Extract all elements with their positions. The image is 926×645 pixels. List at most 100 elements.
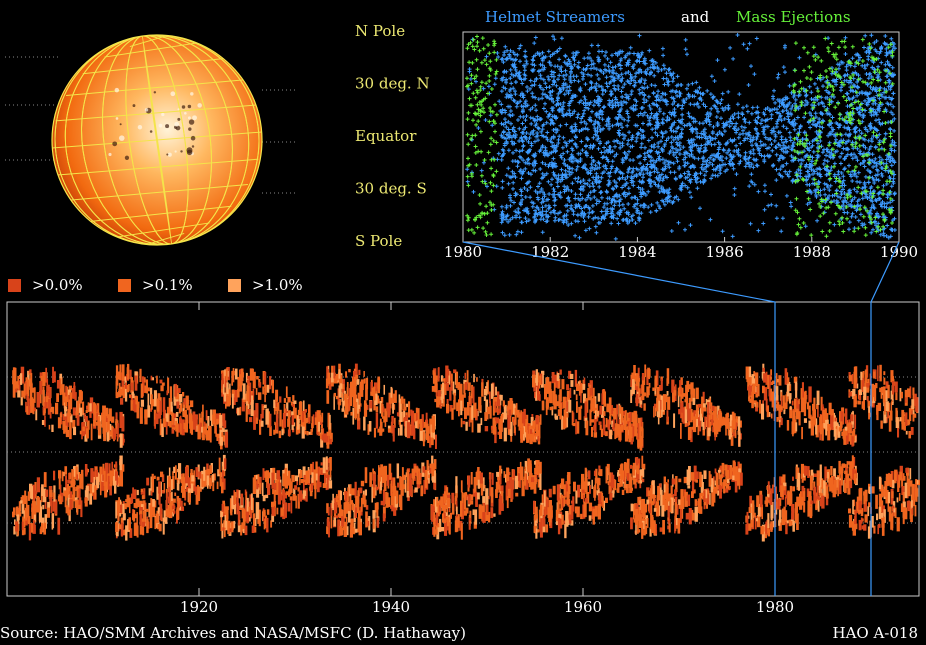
butterfly-streak bbox=[80, 500, 83, 518]
butterfly-streak bbox=[87, 402, 90, 413]
butterfly-streak bbox=[898, 475, 901, 488]
butterfly-streak bbox=[686, 380, 690, 392]
butterfly-streak bbox=[723, 481, 726, 494]
butterfly-streak bbox=[882, 489, 885, 496]
butterfly-streak bbox=[262, 512, 266, 517]
butterfly-streak bbox=[691, 426, 695, 430]
butterfly-streak bbox=[353, 376, 357, 394]
butterfly-streak bbox=[725, 488, 729, 493]
sun-spot bbox=[187, 116, 191, 120]
butterfly-streak bbox=[497, 477, 501, 490]
butterfly-streak bbox=[813, 486, 816, 504]
butterfly-streak bbox=[290, 401, 294, 406]
butterfly-streak bbox=[364, 467, 368, 484]
butterfly-streak bbox=[46, 378, 49, 386]
butterfly-streak bbox=[899, 417, 902, 422]
butterfly-streak bbox=[717, 490, 720, 496]
butterfly-streak bbox=[436, 396, 440, 408]
butterfly-streak bbox=[789, 406, 792, 410]
butterfly-streak bbox=[61, 384, 65, 395]
butterfly-streak bbox=[308, 431, 312, 435]
butterfly-streak bbox=[305, 409, 308, 413]
butterfly-streak bbox=[691, 479, 695, 494]
butterfly-streak bbox=[29, 369, 32, 374]
butterfly-streak bbox=[337, 377, 340, 383]
butterfly-streak bbox=[916, 480, 919, 485]
butterfly-streak bbox=[140, 383, 144, 398]
butterfly-streak bbox=[594, 484, 596, 501]
butterfly-streak bbox=[375, 486, 379, 491]
butterfly-streak bbox=[296, 477, 299, 486]
butterfly-streak bbox=[182, 410, 184, 417]
butterfly-streak bbox=[800, 388, 803, 400]
butterfly-streak bbox=[842, 428, 845, 439]
butterfly-streak bbox=[67, 409, 71, 423]
butterfly-streak bbox=[357, 392, 360, 399]
butterfly-streak bbox=[47, 397, 52, 415]
butterfly-streak bbox=[521, 426, 525, 434]
butterfly-streak bbox=[538, 509, 541, 523]
x-tick-label: 1980 bbox=[444, 243, 482, 261]
butterfly-streak bbox=[808, 491, 812, 507]
butterfly-streak bbox=[44, 402, 48, 409]
butterfly-streak bbox=[139, 507, 143, 511]
butterfly-streak bbox=[619, 480, 621, 488]
butterfly-streak bbox=[908, 408, 912, 421]
sun-spot bbox=[192, 115, 197, 121]
butterfly-streak bbox=[377, 428, 381, 433]
butterfly-streak bbox=[20, 366, 25, 384]
butterfly-streak bbox=[163, 483, 166, 493]
butterfly-streak bbox=[292, 403, 295, 417]
butterfly-streak bbox=[144, 409, 148, 419]
butterfly-streak bbox=[93, 410, 96, 415]
butterfly-streak bbox=[712, 485, 715, 495]
butterfly-streak bbox=[570, 520, 574, 526]
butterfly-streak bbox=[385, 492, 389, 508]
butterfly-streak bbox=[603, 411, 606, 417]
butterfly-streak bbox=[658, 483, 662, 488]
butterfly-streak bbox=[565, 511, 569, 527]
butterfly-streak bbox=[788, 519, 792, 527]
butterfly-streak bbox=[366, 520, 370, 526]
butterfly-streak bbox=[69, 472, 71, 480]
butterfly-streak bbox=[751, 500, 755, 516]
butterfly-streak bbox=[71, 469, 74, 486]
butterfly-streak bbox=[592, 387, 595, 405]
butterfly-streak bbox=[578, 406, 582, 420]
butterfly-streak bbox=[840, 421, 843, 428]
butterfly-streak bbox=[75, 466, 78, 480]
butterfly-streak bbox=[329, 462, 332, 478]
butterfly-streak bbox=[861, 518, 864, 522]
butterfly-streak bbox=[435, 514, 439, 526]
butterfly-streak bbox=[568, 514, 572, 524]
butterfly-streak bbox=[500, 413, 504, 418]
sun-spot bbox=[119, 123, 122, 126]
butterfly-streak bbox=[119, 433, 123, 448]
butterfly-streak bbox=[345, 403, 349, 415]
butterfly-streak bbox=[768, 500, 771, 504]
butterfly-streak bbox=[705, 399, 708, 405]
butterfly-streak bbox=[207, 416, 210, 429]
butterfly-streak bbox=[429, 464, 433, 474]
butterfly-streak bbox=[382, 506, 386, 519]
butterfly-streak bbox=[532, 420, 536, 429]
butterfly-streak bbox=[69, 422, 72, 440]
butterfly-streak bbox=[13, 507, 16, 516]
butterfly-streak bbox=[42, 372, 46, 387]
butterfly-streak bbox=[172, 471, 174, 476]
butterfly-streak bbox=[147, 405, 151, 418]
butterfly-streak bbox=[716, 472, 719, 490]
butterfly-streak bbox=[879, 364, 882, 382]
butterfly-streak bbox=[575, 491, 578, 504]
butterfly-streak bbox=[239, 374, 242, 390]
butterfly-streak bbox=[13, 526, 16, 535]
butterfly-streak bbox=[461, 492, 464, 504]
butterfly-streak bbox=[819, 472, 822, 489]
butterfly-streak bbox=[333, 365, 336, 379]
butterfly-streak bbox=[843, 413, 845, 417]
butterfly-streak bbox=[121, 464, 125, 472]
butterfly-streak bbox=[158, 489, 161, 505]
legend-label: >1.0% bbox=[252, 276, 303, 294]
butterfly-streak bbox=[369, 400, 373, 409]
butterfly-streak bbox=[506, 467, 510, 481]
